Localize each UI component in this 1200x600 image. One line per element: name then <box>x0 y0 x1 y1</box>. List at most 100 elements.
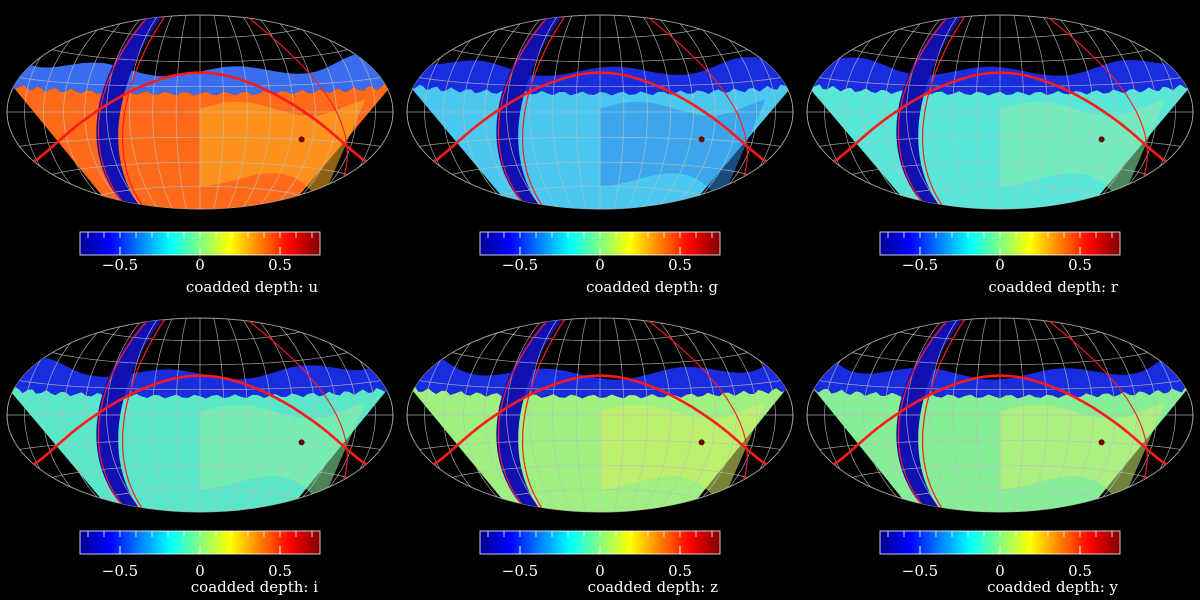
meridian-line <box>999 318 1048 512</box>
galactic-plane-curve <box>521 318 601 512</box>
meridian-line <box>999 318 1157 512</box>
meridian-line <box>999 318 1025 512</box>
meridian-line <box>999 15 1071 209</box>
meridian-line <box>999 15 1157 209</box>
panel-g: −0.5 0 0.5 coadded depth: g <box>406 14 794 296</box>
meridian-line <box>84 15 201 209</box>
meridian-line <box>106 15 201 209</box>
colorbar-tick-label: −0.5 <box>102 562 138 580</box>
meridian-line <box>599 15 648 209</box>
parallel-line <box>103 15 297 16</box>
panel-label: coadded depth: i <box>191 578 318 596</box>
meridian-line <box>999 15 1116 209</box>
dither-marker <box>298 439 305 446</box>
meridian-line <box>175 15 201 209</box>
meridian-line <box>506 318 601 512</box>
colorbar-tick-label: 0.5 <box>668 562 692 580</box>
galactic-plane-curve <box>97 318 201 512</box>
parallel-line <box>103 208 297 209</box>
meridian-line <box>463 15 601 209</box>
colorbar-tick-label: −0.5 <box>502 256 538 274</box>
galactic-plane-curve <box>521 15 601 209</box>
meridian-line <box>599 15 671 209</box>
meridian-line <box>824 318 1001 512</box>
meridian-line <box>43 318 201 512</box>
meridian-line <box>599 318 694 512</box>
meridian-line <box>129 15 201 209</box>
meridian-line <box>929 318 1001 512</box>
meridian-line <box>906 15 1001 209</box>
colorbar-tick-label: 0 <box>995 256 1005 274</box>
parallel-line <box>103 318 297 319</box>
meridian-line <box>884 318 1001 512</box>
parallel-line <box>903 15 1097 16</box>
panel-label: coadded depth: y <box>987 578 1118 596</box>
galactic-plane-curve <box>121 318 201 512</box>
meridian-line <box>43 15 201 209</box>
meridian-line <box>199 15 271 209</box>
meridian-line <box>529 318 601 512</box>
meridian-line <box>599 15 716 209</box>
meridian-line <box>599 318 671 512</box>
meridian-line <box>999 15 1025 209</box>
meridian-line <box>199 318 225 512</box>
meridian-line <box>199 318 376 512</box>
colorbar-tick-label: 0 <box>195 256 205 274</box>
galactic-plane-curve <box>897 318 1001 512</box>
meridian-line <box>999 15 1094 209</box>
parallel-line <box>503 511 697 512</box>
meridian-line <box>199 318 357 512</box>
dither-marker <box>698 136 705 143</box>
meridian-line <box>599 318 776 512</box>
meridian-line <box>599 318 757 512</box>
colorbar-tick-label: −0.5 <box>502 562 538 580</box>
meridian-line <box>443 318 601 512</box>
galactic-plane-curve <box>897 15 1001 209</box>
galactic-plane-curve <box>497 318 601 512</box>
ecliptic-line <box>22 374 378 471</box>
meridian-line <box>63 318 201 512</box>
meridian-line <box>599 15 694 209</box>
meridian-line <box>152 15 201 209</box>
meridian-line <box>129 318 201 512</box>
parallel-line <box>903 208 1097 209</box>
meridian-line <box>843 15 1001 209</box>
meridian-line <box>599 318 716 512</box>
meridian-line <box>24 318 201 512</box>
colorbar-tick-label: 0 <box>595 256 605 274</box>
meridian-line <box>175 318 201 512</box>
ecliptic-line <box>822 374 1178 471</box>
meridian-line <box>824 15 1001 209</box>
panel-label: coadded depth: g <box>586 278 718 296</box>
meridian-line <box>999 318 1176 512</box>
meridian-line <box>552 318 601 512</box>
galactic-plane-curve <box>121 15 201 209</box>
dither-marker <box>698 439 705 446</box>
meridian-line <box>424 15 601 209</box>
panel-u: −0.5 0 0.5 coadded depth: u <box>6 14 394 296</box>
colorbar-tick-label: 0 <box>595 562 605 580</box>
meridian-line <box>599 15 757 209</box>
meridian-line <box>929 15 1001 209</box>
dither-marker <box>1098 136 1105 143</box>
colorbar-tick-label: −0.5 <box>902 256 938 274</box>
meridian-line <box>199 15 294 209</box>
meridian-line <box>843 318 1001 512</box>
meridian-line <box>975 15 1001 209</box>
colorbar-tick-label: 0.5 <box>268 562 292 580</box>
galactic-plane-curve <box>97 15 201 209</box>
meridian-line <box>424 318 601 512</box>
meridian-line <box>199 318 316 512</box>
meridian-line <box>199 318 271 512</box>
meridian-line <box>975 318 1001 512</box>
colorbar-tick-label: 0 <box>995 562 1005 580</box>
parallel-line <box>903 318 1097 319</box>
dither-marker <box>298 136 305 143</box>
colorbar-tick-label: 0.5 <box>1068 256 1092 274</box>
meridian-line <box>999 318 1094 512</box>
galactic-plane-curve <box>497 15 601 209</box>
parallel-line <box>503 15 697 16</box>
meridian-line <box>599 318 648 512</box>
